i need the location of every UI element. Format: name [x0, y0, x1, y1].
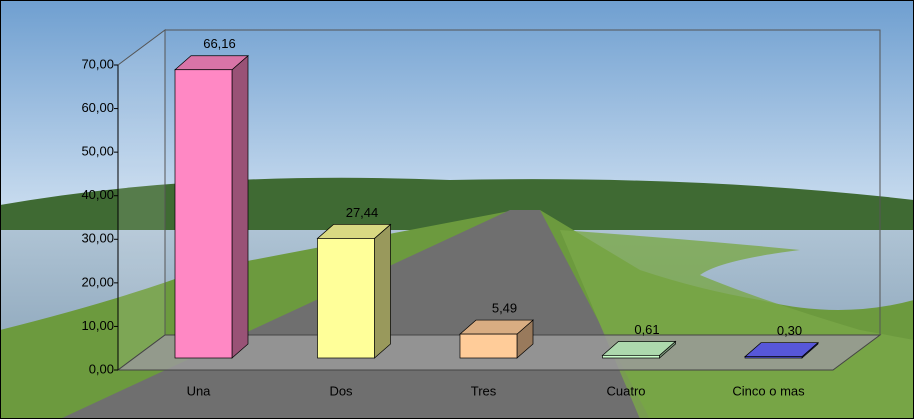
- x-tick-label: Una: [187, 383, 212, 398]
- bar: [174, 69, 233, 359]
- y-tick-label: 50,00: [81, 144, 114, 159]
- value-label: 66,16: [203, 36, 236, 51]
- x-tick-label: Dos: [329, 383, 353, 398]
- value-label: 5,49: [492, 301, 517, 316]
- bar: [744, 356, 803, 359]
- value-label: 27,44: [346, 205, 379, 220]
- value-label: 0,30: [777, 323, 802, 338]
- value-label: 0,61: [634, 322, 659, 337]
- x-tick-label: Tres: [471, 383, 497, 398]
- bar: [317, 238, 375, 359]
- y-tick-label: 40,00: [81, 187, 114, 202]
- bar: [602, 354, 660, 359]
- y-tick-label: 20,00: [81, 274, 114, 289]
- bar-side: [374, 223, 391, 359]
- x-tick-label: Cinco o mas: [732, 383, 805, 398]
- x-tick-label: Cuatro: [606, 383, 645, 398]
- y-tick-label: 0,00: [89, 361, 114, 376]
- y-tick-label: 70,00: [81, 56, 114, 71]
- y-tick-label: 30,00: [81, 231, 114, 246]
- bar: [459, 333, 518, 359]
- bar-side: [231, 54, 249, 359]
- y-tick-label: 10,00: [81, 318, 114, 333]
- y-tick-label: 60,00: [81, 100, 114, 115]
